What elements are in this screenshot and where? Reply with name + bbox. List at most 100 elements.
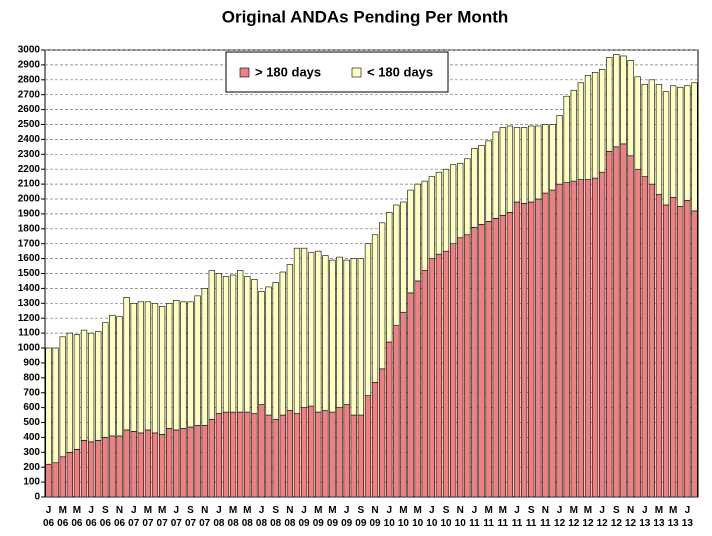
x-tick-label-part: J bbox=[557, 505, 563, 516]
x-tick-label-part: 10 bbox=[412, 518, 424, 529]
x-tick-label-part: N bbox=[542, 505, 549, 516]
bar-segment bbox=[513, 127, 521, 203]
x-tick-label-part: J bbox=[685, 505, 691, 516]
x-tick-label-part: M bbox=[399, 505, 407, 516]
x-tick-label-part: S bbox=[528, 505, 535, 516]
y-tick-label: 100 bbox=[23, 477, 40, 488]
bar-segment bbox=[66, 451, 73, 498]
x-tick-label-part: 06 bbox=[43, 518, 55, 529]
x-tick-label: J 10 bbox=[384, 505, 396, 529]
bar-segment bbox=[478, 145, 485, 225]
x-tick-label: M 10 bbox=[412, 505, 424, 529]
bar-segment bbox=[201, 425, 208, 498]
x-tick-label-part: 10 bbox=[455, 518, 467, 529]
bar-segment bbox=[670, 197, 677, 498]
bar-segment bbox=[677, 86, 684, 207]
bar-segment bbox=[691, 210, 698, 498]
bar-segment bbox=[59, 336, 66, 458]
bar-segment bbox=[691, 82, 698, 212]
x-tick-label-part: M bbox=[570, 505, 578, 516]
x-tick-label-part: 06 bbox=[114, 518, 126, 529]
x-tick-label: M 13 bbox=[668, 505, 680, 529]
bar-segment bbox=[265, 414, 272, 498]
bar-segment bbox=[222, 411, 230, 498]
bar-segment bbox=[336, 256, 343, 408]
y-tick-label: 2600 bbox=[18, 104, 41, 115]
y-tick-label: 400 bbox=[23, 432, 40, 443]
x-tick-label: M 10 bbox=[398, 505, 410, 529]
bar-segment bbox=[613, 146, 620, 498]
y-tick-label: 500 bbox=[23, 417, 40, 428]
bar-segment bbox=[556, 183, 563, 498]
x-tick-label: N 11 bbox=[540, 505, 551, 529]
bar-segment bbox=[442, 250, 450, 498]
bar-segment bbox=[620, 55, 627, 145]
x-tick-label-part: M bbox=[144, 505, 152, 516]
bar-segment bbox=[80, 329, 88, 441]
bar-segment bbox=[371, 381, 379, 498]
bar-segment bbox=[151, 302, 159, 434]
x-tick-label: S 08 bbox=[270, 505, 282, 529]
bar-segment bbox=[244, 411, 251, 498]
x-tick-label-part: 11 bbox=[498, 518, 509, 529]
bar-segment bbox=[627, 60, 634, 157]
x-tick-label-part: M bbox=[484, 505, 492, 516]
x-tick-label-part: J bbox=[599, 505, 605, 516]
y-tick-label: 2400 bbox=[18, 134, 41, 145]
x-tick-label-part: M bbox=[243, 505, 251, 516]
bar-segment bbox=[144, 301, 152, 431]
x-tick-label: N 08 bbox=[284, 505, 296, 529]
x-tick-label-part: 12 bbox=[611, 518, 623, 529]
x-tick-label-part: 08 bbox=[256, 518, 268, 529]
x-tick-label-part: 06 bbox=[71, 518, 83, 529]
bar-segment bbox=[279, 414, 286, 498]
bar-segment bbox=[471, 227, 478, 498]
x-tick-label: M 12 bbox=[582, 505, 594, 529]
x-tick-label-part: M bbox=[413, 505, 421, 516]
x-tick-label-part: J bbox=[259, 505, 265, 516]
y-tick-label: 1800 bbox=[18, 223, 41, 234]
x-tick-label-part: 12 bbox=[568, 518, 580, 529]
bar-segment bbox=[428, 176, 435, 259]
y-tick-label: 700 bbox=[23, 387, 40, 398]
x-tick-label: M 09 bbox=[313, 505, 325, 529]
x-tick-label-part: 12 bbox=[582, 518, 594, 529]
x-tick-label-part: J bbox=[472, 505, 478, 516]
y-tick-label: 1700 bbox=[18, 238, 41, 249]
bar-segment bbox=[414, 183, 421, 282]
x-tick-label-part: 08 bbox=[284, 518, 296, 529]
x-tick-label-part: 09 bbox=[299, 518, 311, 529]
bar-segment bbox=[315, 250, 322, 413]
x-tick-label: S 10 bbox=[440, 505, 452, 529]
y-tick-label: 2500 bbox=[18, 119, 41, 130]
bar-segment bbox=[357, 258, 364, 416]
x-tick-label-part: M bbox=[669, 505, 677, 516]
x-tick-label-part: J bbox=[429, 505, 435, 516]
x-tick-label-part: 07 bbox=[199, 518, 211, 529]
x-tick-label-part: N bbox=[116, 505, 123, 516]
bar-segment bbox=[662, 91, 670, 206]
bar-segment bbox=[492, 218, 499, 498]
x-tick-label-part: 11 bbox=[483, 518, 494, 529]
bar-segment bbox=[371, 234, 379, 383]
x-tick-label-part: M bbox=[59, 505, 67, 516]
x-tick-label-part: 11 bbox=[512, 518, 523, 529]
bar-segment bbox=[662, 204, 670, 498]
bar-segment bbox=[634, 168, 641, 498]
x-tick-label: M 06 bbox=[71, 505, 83, 529]
bar-segment bbox=[265, 286, 272, 416]
bar-segment bbox=[237, 411, 244, 498]
bar-segment bbox=[542, 124, 549, 194]
bar-segment bbox=[52, 347, 59, 464]
bar-segment bbox=[300, 407, 308, 498]
x-tick-label: S 06 bbox=[100, 505, 112, 529]
bar-segment bbox=[684, 200, 691, 498]
bar-segment bbox=[166, 302, 173, 429]
y-tick-label: 2900 bbox=[18, 60, 41, 71]
x-tick-label-part: J bbox=[174, 505, 180, 516]
bar-segment bbox=[379, 368, 386, 498]
bar-segment bbox=[570, 89, 577, 182]
x-tick-label-part: J bbox=[301, 505, 307, 516]
bar-segment bbox=[634, 76, 641, 170]
bar-segment bbox=[599, 69, 606, 173]
